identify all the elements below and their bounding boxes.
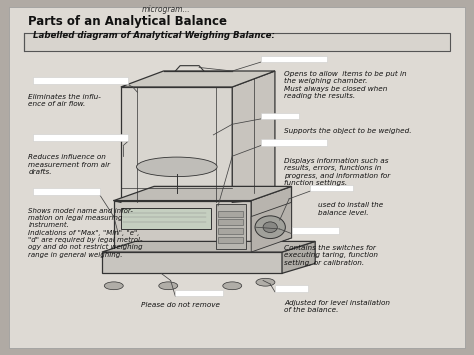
Text: Please do not remove: Please do not remove [141,302,219,308]
Bar [261,113,299,119]
Bar [216,204,246,248]
Text: Reduces influence on
measurement from air
drafts.: Reduces influence on measurement from ai… [28,154,110,175]
Polygon shape [121,87,232,202]
Bar [261,56,327,62]
Bar [218,228,243,234]
Bar [121,208,211,229]
Polygon shape [251,186,292,252]
Ellipse shape [159,282,178,290]
Bar [218,211,243,217]
Text: Contains the switches for
executing taring, function
setting, or calibration.: Contains the switches for executing tari… [284,245,378,266]
Ellipse shape [137,157,217,176]
Polygon shape [121,71,275,87]
Bar [33,77,128,84]
Ellipse shape [256,278,275,286]
Polygon shape [102,241,315,252]
Circle shape [263,222,277,233]
Ellipse shape [104,282,123,290]
Polygon shape [232,71,275,202]
Text: Supports the object to be weighed.: Supports the object to be weighed. [284,128,412,134]
Bar [218,237,243,243]
Bar [218,219,243,225]
Text: microgram...: microgram... [142,5,191,15]
Text: Parts of an Analytical Balance: Parts of an Analytical Balance [28,15,228,28]
Text: Opens to allow  items to be put in
the weighing chamber.
Must always be closed w: Opens to allow items to be put in the we… [284,71,407,99]
Bar [24,33,450,51]
Polygon shape [251,202,292,252]
Bar [175,290,223,296]
Text: used to install the
balance level.: used to install the balance level. [318,202,383,215]
Polygon shape [282,241,315,273]
Bar [33,134,128,141]
Bar [310,185,353,191]
Text: Eliminates the influ-
ence of air flow.: Eliminates the influ- ence of air flow. [28,94,101,107]
Circle shape [255,216,285,239]
Polygon shape [102,252,282,273]
Text: Adjusted for level installation
of the balance.: Adjusted for level installation of the b… [284,300,391,313]
Bar [275,285,308,292]
Text: Shows model name and infor-
mation on legal measuring
instrument.
Indications of: Shows model name and infor- mation on le… [28,208,143,258]
Text: Displays information such as
results, errors, functions in
progress, and informa: Displays information such as results, er… [284,158,391,186]
Bar [33,188,100,195]
Ellipse shape [223,282,242,290]
Bar [261,139,327,146]
Polygon shape [114,201,251,252]
Text: Labelled diagram of Analytical Weighing Balance:: Labelled diagram of Analytical Weighing … [33,31,275,40]
Bar [292,227,339,234]
Polygon shape [114,186,292,201]
